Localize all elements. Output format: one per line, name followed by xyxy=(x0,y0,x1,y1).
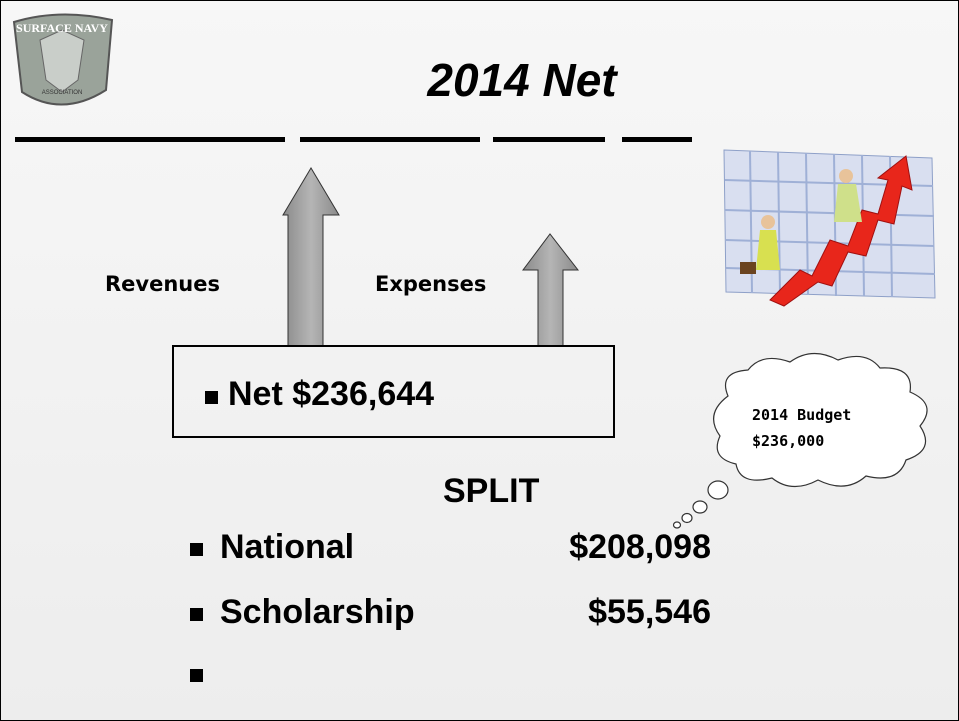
arrow-label: Expenses xyxy=(375,272,486,296)
logo-bottom: ASSOCIATION xyxy=(42,90,83,96)
arrow-label: Revenues xyxy=(105,272,220,296)
bullet xyxy=(190,543,203,556)
up-arrow xyxy=(282,167,340,347)
item-amount: $208,098 xyxy=(569,528,711,566)
split-heading: SPLIT xyxy=(443,472,540,510)
net-text: Net $236,644 xyxy=(228,375,434,413)
up-arrow xyxy=(522,233,580,347)
item-name: National xyxy=(220,528,354,566)
bullet xyxy=(190,608,203,621)
thought-cloud xyxy=(672,352,928,529)
logo-top: SURFACE NAVY xyxy=(16,21,108,35)
callout-text: $236,000 xyxy=(752,432,824,450)
slide-title: 2014 Net xyxy=(426,54,618,106)
title-rule xyxy=(15,137,692,142)
bullet xyxy=(190,669,203,682)
item-amount: $55,546 xyxy=(588,593,711,631)
net-box xyxy=(172,345,615,438)
clip-art xyxy=(723,149,936,307)
bullet xyxy=(205,391,218,404)
callout-text: 2014 Budget xyxy=(752,406,851,424)
logo: SURFACE NAVY ASSOCIATION xyxy=(12,13,114,106)
item-name: Scholarship xyxy=(220,593,415,631)
